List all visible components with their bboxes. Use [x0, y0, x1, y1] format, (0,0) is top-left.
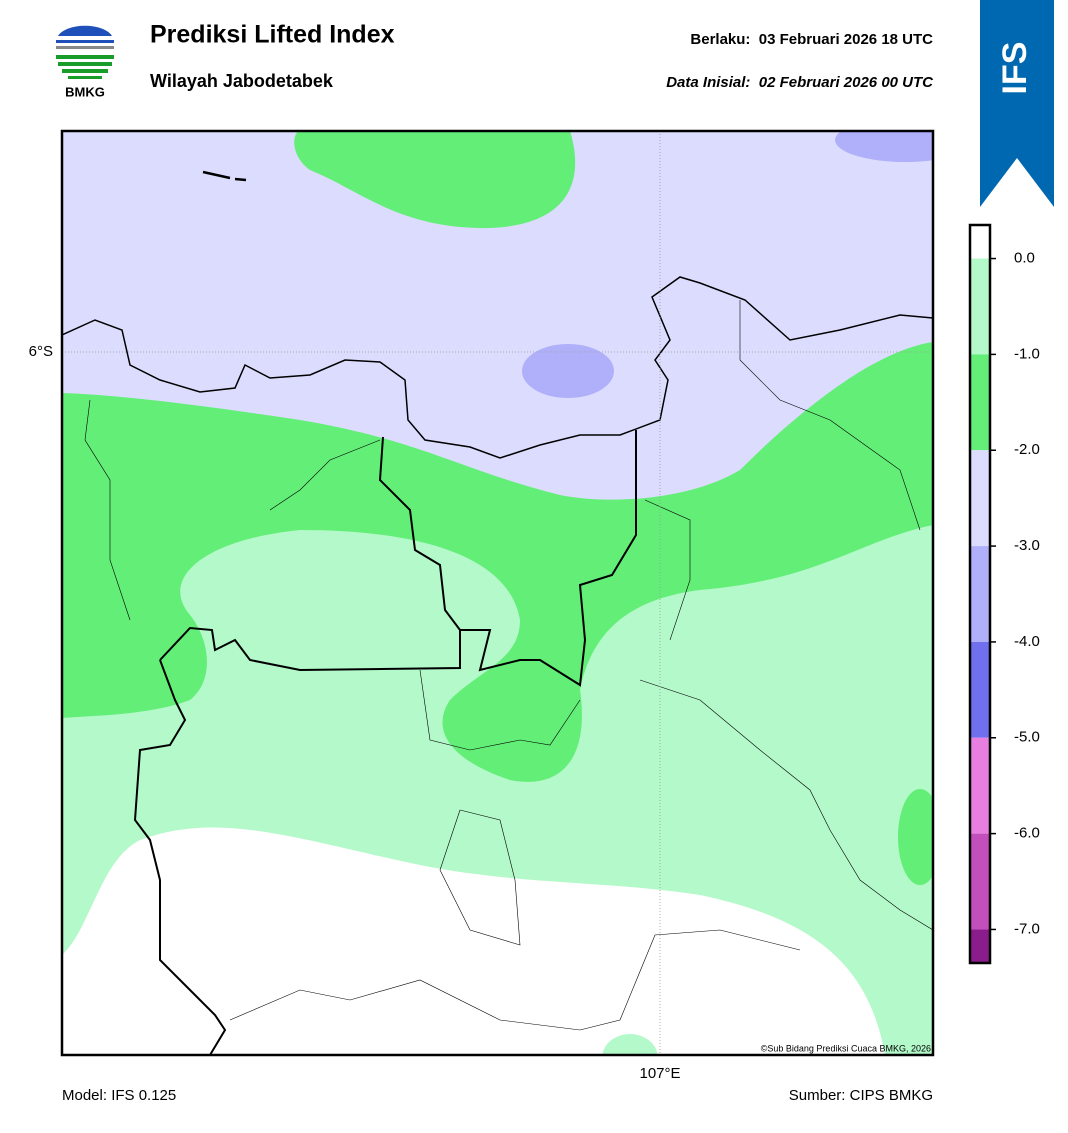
- credit: ©Sub Bidang Prediksi Cuaca BMKG, 2026: [761, 1043, 931, 1053]
- colorbar-label: -1.0: [1014, 345, 1040, 362]
- lat-label: 6°S: [29, 343, 53, 360]
- colorbar-label: -5.0: [1014, 729, 1040, 746]
- colorbar-label: 0.0: [1014, 250, 1035, 267]
- colorbar-band: [970, 929, 990, 963]
- colorbar-band: [970, 833, 990, 930]
- valid-time: Berlaku: 03 Februari 2026 18 UTC: [690, 31, 933, 48]
- badge-text: IFS: [996, 42, 1034, 95]
- subtitle: Wilayah Jabodetabek: [150, 71, 334, 91]
- colorbar-band: [970, 354, 990, 451]
- lon-label: 107°E: [639, 1065, 680, 1082]
- init-time: Data Inisial: 02 Februari 2026 00 UTC: [666, 74, 934, 91]
- badge: [980, 0, 1054, 207]
- source: Sumber: CIPS BMKG: [789, 1087, 933, 1104]
- colorbar-label: -2.0: [1014, 441, 1040, 458]
- colorbar-frame: [968, 223, 992, 965]
- model: Model: IFS 0.125: [62, 1087, 176, 1104]
- colorbar-band: [970, 546, 990, 642]
- colorbar-label: -4.0: [1014, 633, 1040, 650]
- colorbar-band: [970, 641, 990, 738]
- logo-text: BMKG: [65, 84, 105, 99]
- colorbar-band: [970, 450, 990, 547]
- colorbar: 0.0 -1.0 -2.0 -3.0 -4.0 -5.0 -6.0 -7.0: [968, 223, 1040, 965]
- map-field: [62, 131, 933, 1055]
- colorbar-label: -3.0: [1014, 537, 1040, 554]
- title: Prediksi Lifted Index: [150, 21, 395, 49]
- colorbar-band: [970, 258, 990, 355]
- colorbar-band: [970, 737, 990, 834]
- colorbar-band: [970, 225, 990, 259]
- map-frame: [60, 129, 935, 1057]
- colorbar-label: -7.0: [1014, 920, 1040, 937]
- colorbar-label: -6.0: [1014, 825, 1040, 842]
- logo: BMKG: [56, 25, 114, 99]
